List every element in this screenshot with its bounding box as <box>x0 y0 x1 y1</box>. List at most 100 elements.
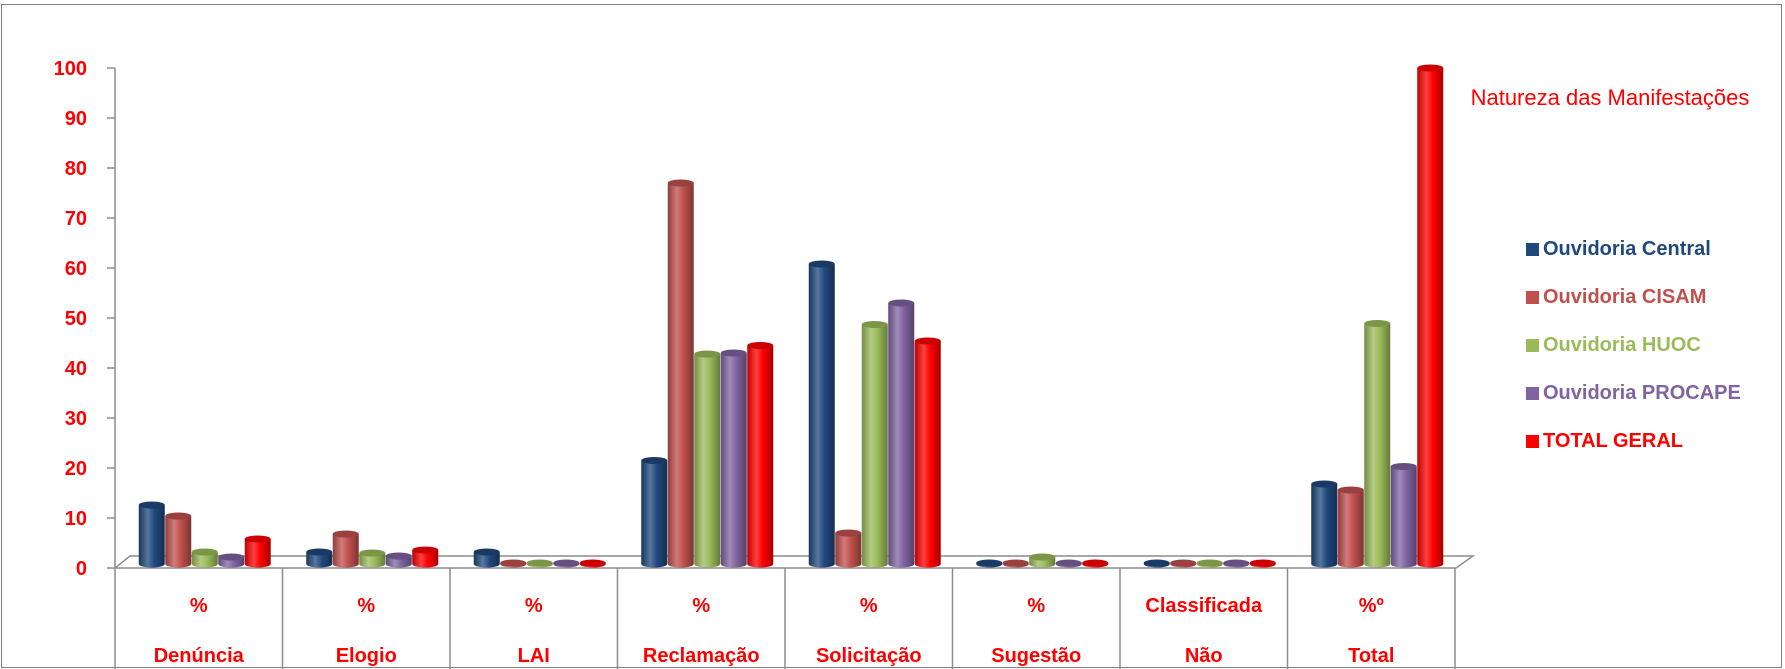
bar <box>385 552 412 568</box>
bar-body <box>747 345 774 568</box>
bar-body <box>1311 484 1338 568</box>
bar-top <box>1390 463 1417 470</box>
bar-top <box>808 260 835 268</box>
y-tick-label: 70 <box>65 208 87 230</box>
bar <box>914 337 941 568</box>
bar-body <box>165 516 192 568</box>
bar-top <box>720 349 747 357</box>
bar-body <box>861 324 888 568</box>
bar-top <box>306 548 333 556</box>
y-tick-label: 30 <box>65 408 87 430</box>
category-label-line1: % <box>190 595 208 617</box>
bar-top <box>473 548 500 556</box>
y-tick-label: 40 <box>65 358 87 380</box>
bar <box>1196 559 1223 568</box>
bar-body <box>808 264 835 568</box>
y-tick-label: 60 <box>65 258 87 280</box>
legend-item: TOTAL GERAL <box>1526 417 1741 465</box>
category-label-line2: Solicitação <box>816 645 922 667</box>
y-tick-label: 20 <box>65 458 87 480</box>
bar <box>1390 463 1417 568</box>
bar-body <box>720 353 747 568</box>
bar-body <box>332 534 359 568</box>
category-label-line1: % <box>1027 595 1045 617</box>
bar-top <box>191 548 218 556</box>
bar-body <box>473 552 500 568</box>
bar <box>641 457 668 568</box>
bar-top <box>861 321 888 328</box>
bar-top <box>359 549 386 557</box>
category-label-line1: Classificada <box>1145 595 1263 617</box>
bar <box>1417 64 1444 568</box>
y-tick-label: 90 <box>65 108 87 130</box>
bar <box>306 548 333 568</box>
bar <box>473 548 500 568</box>
bar-body <box>412 550 439 568</box>
category-label-line2: Sugestão <box>991 645 1081 667</box>
bar-top <box>1223 559 1250 567</box>
bar-top <box>500 559 527 567</box>
category-label-line2: Total <box>1348 645 1394 667</box>
legend-swatch <box>1526 386 1539 400</box>
bar-body <box>359 553 386 568</box>
bar <box>244 535 271 568</box>
y-tick-label: 100 <box>54 58 87 80</box>
bar <box>332 530 359 568</box>
bar-top <box>641 457 668 464</box>
bar-top <box>694 350 721 358</box>
bar-top <box>244 535 271 543</box>
bar-top <box>1364 320 1391 327</box>
bar <box>976 559 1003 568</box>
bar-top <box>1082 559 1109 567</box>
bar <box>191 548 218 568</box>
category-label-line1: % <box>357 595 375 617</box>
y-tick-label: 0 <box>76 558 87 580</box>
bar <box>1055 559 1082 568</box>
legend-item: Ouvidoria PROCAPE <box>1526 369 1741 417</box>
bar <box>500 559 527 568</box>
y-tick-label: 10 <box>65 508 87 530</box>
bar-top <box>526 559 553 567</box>
bar-top <box>1249 559 1276 567</box>
category-label-line1: % <box>525 595 543 617</box>
bar-top <box>165 512 192 520</box>
bar-top <box>1196 559 1223 567</box>
bar-top <box>1143 559 1170 567</box>
bar <box>1143 559 1170 568</box>
bar <box>579 559 606 568</box>
bar-body <box>1364 323 1391 568</box>
bar-top <box>553 559 580 567</box>
category-label-line1: %º <box>1359 595 1384 617</box>
bar <box>165 512 192 568</box>
chart-floor <box>112 555 1476 569</box>
legend-label: Ouvidoria HUOC <box>1543 333 1701 356</box>
category-label-line2: Não <box>1185 645 1223 667</box>
bar <box>694 350 721 568</box>
category-label-line2: Denúncia <box>154 645 245 667</box>
y-tick-label: 80 <box>65 158 87 180</box>
bar <box>667 179 694 568</box>
category-label-line1: % <box>860 595 878 617</box>
bar <box>218 553 245 568</box>
bar-top <box>218 553 245 561</box>
bar-body <box>694 354 721 568</box>
bar-body <box>1337 490 1364 568</box>
legend-title: Natureza das Manifestações <box>1470 85 1750 110</box>
legend: Ouvidoria Central Ouvidoria CISAM Ouvidori… <box>1526 225 1741 465</box>
category-label-line2: Reclamação <box>643 645 760 667</box>
bar-top <box>1417 64 1444 72</box>
legend-label: Ouvidoria CISAM <box>1543 285 1707 308</box>
bar-top <box>1337 486 1364 494</box>
legend-swatch <box>1526 338 1539 352</box>
legend-swatch <box>1526 434 1539 448</box>
bar <box>747 342 774 568</box>
bar-top <box>332 530 359 538</box>
chart-frame <box>1 4 1782 668</box>
bar <box>359 549 386 568</box>
bar-top <box>385 552 412 560</box>
bar-body <box>1390 466 1417 568</box>
bar <box>138 501 165 568</box>
category-label-line2: LAI <box>518 645 550 667</box>
legend-label: TOTAL GERAL <box>1543 429 1683 452</box>
